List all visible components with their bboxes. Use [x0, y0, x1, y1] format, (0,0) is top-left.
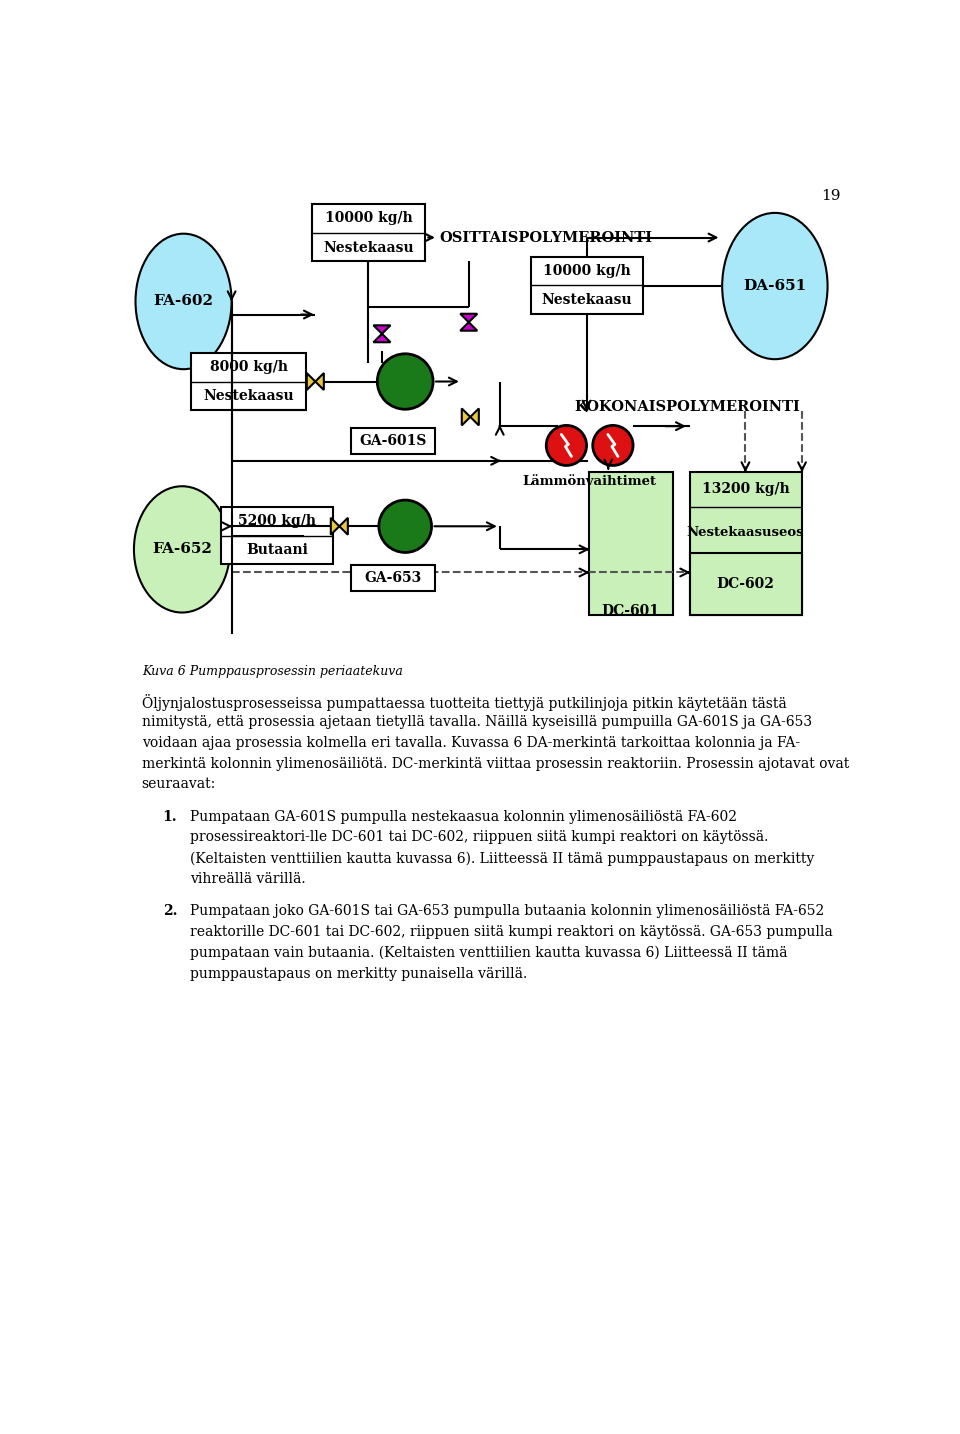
- Text: reaktorille DC-601 tai DC-602, riippuen siitä kumpi reaktori on käytössä. GA-653: reaktorille DC-601 tai DC-602, riippuen …: [190, 925, 832, 939]
- Text: GA-653: GA-653: [364, 571, 421, 585]
- Ellipse shape: [135, 234, 231, 369]
- Polygon shape: [460, 323, 477, 331]
- Text: prosessireaktori­lle DC-601 tai DC-602, riippuen siitä kumpi reaktori on käytöss: prosessireaktori­lle DC-601 tai DC-602, …: [190, 830, 768, 845]
- Bar: [588, 472, 673, 615]
- Text: GA-601S: GA-601S: [359, 435, 426, 447]
- Text: Nestekaasu: Nestekaasu: [324, 241, 414, 255]
- Text: Nestekaasu: Nestekaasu: [204, 389, 294, 403]
- Circle shape: [546, 426, 587, 466]
- Circle shape: [379, 500, 432, 552]
- Bar: [689, 472, 802, 615]
- Circle shape: [377, 354, 433, 409]
- Text: Nestekaasu: Nestekaasu: [541, 293, 633, 307]
- Text: 19: 19: [821, 189, 841, 204]
- Text: 2.: 2.: [162, 905, 178, 918]
- Polygon shape: [462, 409, 470, 426]
- Text: Pumpataan joko GA-601S tai GA-653 pumpulla butaania kolonnin ylimenosäiliöstä FA: Pumpataan joko GA-601S tai GA-653 pumpul…: [190, 905, 824, 918]
- Bar: [351, 565, 435, 591]
- Text: FA-602: FA-602: [154, 294, 213, 308]
- Bar: [221, 508, 333, 564]
- Polygon shape: [339, 518, 348, 535]
- Text: Lämmönvaihtimet: Lämmönvaihtimet: [522, 475, 657, 488]
- Polygon shape: [315, 373, 324, 390]
- Text: pumpataan vain butaania. (Keltaisten venttiilien kautta kuvassa 6) Liitteessä II: pumpataan vain butaania. (Keltaisten ven…: [190, 946, 787, 961]
- Text: 1.: 1.: [162, 810, 178, 823]
- Text: (Keltaisten venttiilien kautta kuvassa 6). Liitteessä II tämä pumppaustapaus on : (Keltaisten venttiilien kautta kuvassa 6…: [190, 852, 814, 866]
- Text: Pumpataan GA-601S pumpulla nestekaasua kolonnin ylimenosäiliöstä FA-602: Pumpataan GA-601S pumpulla nestekaasua k…: [190, 810, 736, 823]
- Polygon shape: [460, 314, 477, 323]
- Circle shape: [592, 426, 633, 466]
- Polygon shape: [470, 409, 479, 426]
- Text: Nestekaasuseos: Nestekaasuseos: [686, 526, 804, 539]
- Bar: [191, 353, 306, 410]
- Text: DA-651: DA-651: [743, 280, 806, 293]
- Text: 13200 kg/h: 13200 kg/h: [702, 482, 789, 496]
- Text: voidaan ajaa prosessia kolmella eri tavalla. Kuvassa 6 DA-merkintä tarkoittaa ko: voidaan ajaa prosessia kolmella eri tava…: [142, 736, 800, 750]
- Bar: [689, 554, 802, 615]
- Text: DC-601: DC-601: [602, 604, 660, 618]
- Text: DC-602: DC-602: [716, 576, 775, 591]
- Text: 8000 kg/h: 8000 kg/h: [209, 360, 288, 374]
- Ellipse shape: [722, 212, 828, 358]
- Text: FA-652: FA-652: [152, 542, 212, 556]
- Text: 10000 kg/h: 10000 kg/h: [324, 211, 412, 225]
- Text: merkintä kolonnin ylimenosäiliötä. DC-merkintä viittaa prosessin reaktoriin. Pro: merkintä kolonnin ylimenosäiliötä. DC-me…: [142, 757, 849, 770]
- Text: pumppaustapaus on merkitty punaisella värillä.: pumppaustapaus on merkitty punaisella vä…: [190, 967, 527, 981]
- Text: 5200 kg/h: 5200 kg/h: [238, 513, 316, 528]
- Text: KOKONAISPOLYMEROINTI: KOKONAISPOLYMEROINTI: [574, 400, 800, 414]
- Polygon shape: [331, 518, 339, 535]
- Text: OSITTAISPOLYMEROINTI: OSITTAISPOLYMEROINTI: [440, 231, 652, 245]
- Bar: [351, 427, 435, 455]
- Text: Kuva 6 Pumppausprosessin periaatekuva: Kuva 6 Pumppausprosessin periaatekuva: [142, 665, 402, 678]
- Text: 10000 kg/h: 10000 kg/h: [543, 264, 631, 278]
- Bar: [531, 257, 643, 314]
- Text: Öljynjalostusprosesseissa pumpattaessa tuotteita tiettyjä putkilinjoja pitkin kä: Öljynjalostusprosesseissa pumpattaessa t…: [142, 694, 786, 711]
- Text: Butaani: Butaani: [246, 543, 308, 558]
- Text: seuraavat:: seuraavat:: [142, 777, 216, 792]
- Polygon shape: [373, 334, 391, 343]
- Text: vihreällä värillä.: vihreällä värillä.: [190, 872, 305, 886]
- Bar: [312, 205, 424, 261]
- Polygon shape: [307, 373, 315, 390]
- Ellipse shape: [134, 486, 230, 612]
- Polygon shape: [373, 326, 391, 334]
- Text: nimitystä, että prosessia ajetaan tietyllä tavalla. Näillä kyseisillä pumpuilla : nimitystä, että prosessia ajetaan tietyl…: [142, 716, 812, 728]
